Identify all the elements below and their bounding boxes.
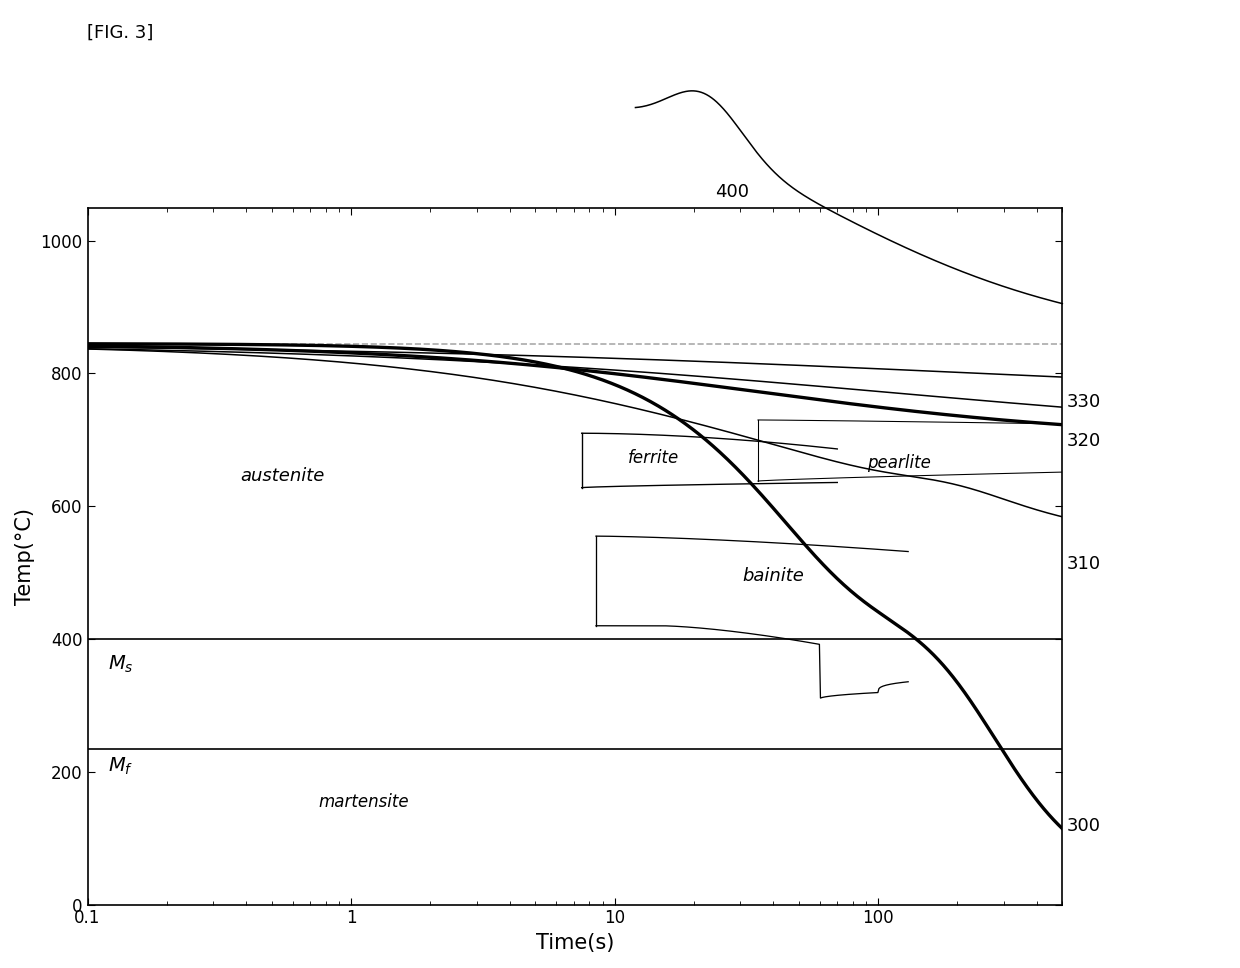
Text: ferrite: ferrite [627, 449, 678, 468]
Text: $M_f$: $M_f$ [108, 756, 134, 777]
Text: $M_s$: $M_s$ [108, 653, 134, 675]
Text: bainite: bainite [743, 567, 805, 585]
Text: martensite: martensite [319, 793, 409, 810]
X-axis label: Time(s): Time(s) [536, 933, 614, 953]
Text: 300: 300 [1066, 817, 1101, 835]
Text: [FIG. 3]: [FIG. 3] [87, 24, 154, 43]
Text: 320: 320 [1066, 432, 1101, 450]
Text: austenite: austenite [241, 468, 325, 485]
Text: 400: 400 [715, 183, 749, 201]
Y-axis label: Temp(°C): Temp(°C) [15, 507, 35, 605]
Text: 310: 310 [1066, 555, 1101, 573]
Text: 330: 330 [1066, 393, 1101, 411]
Text: pearlite: pearlite [867, 454, 931, 472]
